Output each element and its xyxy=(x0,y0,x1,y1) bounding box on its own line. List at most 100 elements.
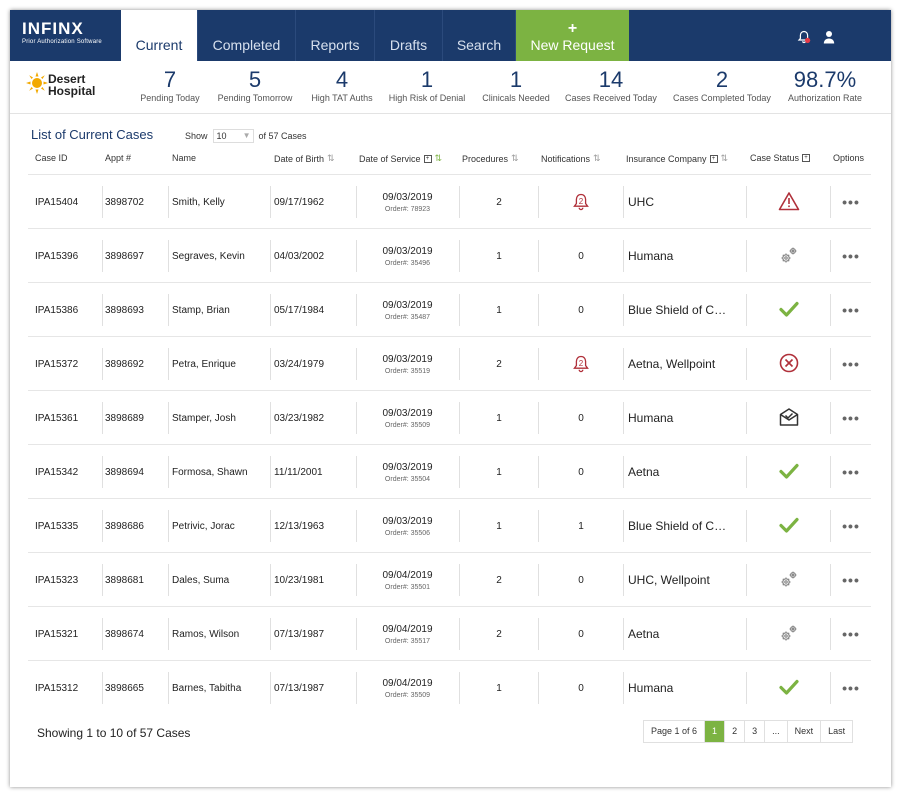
table-row[interactable]: IPA15386 3898693 Stamp, Brian 05/17/1984 09/… xyxy=(28,282,871,337)
case-status-cell[interactable] xyxy=(747,499,830,553)
gears-icon[interactable] xyxy=(778,568,800,593)
options-cell[interactable]: ••• xyxy=(831,445,871,499)
more-dots-icon[interactable]: ••• xyxy=(842,680,860,696)
col-appt[interactable]: Appt # xyxy=(105,153,131,163)
tab-search[interactable]: Search xyxy=(443,10,516,61)
sort-icon[interactable]: ⇅ xyxy=(327,153,335,163)
tab-drafts[interactable]: Drafts xyxy=(375,10,443,61)
sort-icon[interactable]: ⇅ xyxy=(511,153,519,163)
case-status-cell[interactable] xyxy=(747,337,830,391)
case-status-cell[interactable] xyxy=(747,445,830,499)
case-status-cell[interactable] xyxy=(747,553,830,607)
case-id-cell[interactable]: IPA15335 xyxy=(35,520,79,532)
table-row[interactable]: IPA15372 3898692 Petra, Enrique 03/24/1979 0… xyxy=(28,336,871,391)
page-size-select[interactable]: 10 ▼ xyxy=(212,129,254,143)
col-case-status[interactable]: Case Status + xyxy=(750,153,811,163)
mail-check-icon[interactable] xyxy=(778,406,800,431)
new-request-button[interactable]: + New Request xyxy=(516,10,629,61)
tab-completed[interactable]: Completed xyxy=(198,10,296,61)
stat-cases-received-today[interactable]: 14 Cases Received Today xyxy=(563,68,659,104)
last-button[interactable]: Last xyxy=(820,721,852,742)
sort-icon[interactable]: ⇅ xyxy=(720,153,729,163)
col-procedures[interactable]: Procedures ⇅ xyxy=(462,153,519,164)
infinx-logo[interactable]: INFINX Prior Authorization Software xyxy=(22,20,102,46)
bell-notification-icon[interactable]: 2 xyxy=(571,192,591,212)
case-id-cell[interactable]: IPA15321 xyxy=(35,628,79,640)
stat-high-risk-of-denial[interactable]: 1 High Risk of Denial xyxy=(387,68,467,104)
col-notifications[interactable]: Notifications ⇅ xyxy=(541,153,601,164)
table-row[interactable]: IPA15335 3898686 Petrivic, Jorac 12/13/1963… xyxy=(28,498,871,553)
gears-icon[interactable] xyxy=(778,244,800,269)
more-dots-icon[interactable]: ••• xyxy=(842,572,860,588)
case-status-cell[interactable] xyxy=(747,661,830,715)
table-row[interactable]: IPA15361 3898689 Stamper, Josh 03/23/1982 09… xyxy=(28,390,871,445)
case-status-cell[interactable] xyxy=(747,175,830,229)
more-dots-icon[interactable]: ••• xyxy=(842,356,860,372)
page-2-button[interactable]: 2 xyxy=(724,721,744,742)
expand-icon[interactable]: + xyxy=(709,154,718,163)
stat-pending-tomorrow[interactable]: 5 Pending Tomorrow xyxy=(213,68,297,104)
check-icon[interactable] xyxy=(778,677,800,700)
case-status-cell[interactable] xyxy=(747,229,830,283)
col-date-of-birth[interactable]: Date of Birth ⇅ xyxy=(274,153,335,164)
user-icon[interactable] xyxy=(823,30,835,49)
more-dots-icon[interactable]: ••• xyxy=(842,302,860,318)
stat-clinicals-needed[interactable]: 1 Clinicals Needed xyxy=(479,68,553,104)
options-cell[interactable]: ••• xyxy=(831,175,871,229)
case-status-cell[interactable] xyxy=(747,283,830,337)
options-cell[interactable]: ••• xyxy=(831,229,871,283)
more-dots-icon[interactable]: ••• xyxy=(842,194,860,210)
sort-icon[interactable]: ⇅ xyxy=(593,153,601,163)
bell-notification-icon[interactable]: 2 xyxy=(571,354,591,374)
bell-alert-icon[interactable] xyxy=(797,30,811,49)
col-date-of-service[interactable]: Date of Service + ⇅ xyxy=(359,153,442,164)
case-id-cell[interactable]: IPA15342 xyxy=(35,466,79,478)
case-status-cell[interactable] xyxy=(747,391,830,445)
expand-icon[interactable]: + xyxy=(423,154,432,163)
stat-authorization-rate[interactable]: 98.7% Authorization Rate xyxy=(782,68,868,104)
case-id-cell[interactable]: IPA15404 xyxy=(35,196,79,208)
case-id-cell[interactable]: IPA15396 xyxy=(35,250,79,262)
col-case-id[interactable]: Case ID xyxy=(35,153,68,163)
check-icon[interactable] xyxy=(778,515,800,538)
check-icon[interactable] xyxy=(778,299,800,322)
options-cell[interactable]: ••• xyxy=(831,391,871,445)
table-row[interactable]: IPA15321 3898674 Ramos, Wilson 07/13/1987 09… xyxy=(28,606,871,661)
options-cell[interactable]: ••• xyxy=(831,661,871,715)
case-status-cell[interactable] xyxy=(747,607,830,661)
stat-pending-today[interactable]: 7 Pending Today xyxy=(138,68,202,104)
options-cell[interactable]: ••• xyxy=(831,337,871,391)
tab-reports[interactable]: Reports xyxy=(296,10,375,61)
cancel-icon[interactable] xyxy=(778,352,800,377)
table-row[interactable]: IPA15312 3898665 Barnes, Tabitha 07/13/1987… xyxy=(28,660,871,715)
table-row[interactable]: IPA15396 3898697 Segraves, Kevin 04/03/2002… xyxy=(28,228,871,283)
case-id-cell[interactable]: IPA15323 xyxy=(35,574,79,586)
check-icon[interactable] xyxy=(778,461,800,484)
tab-current[interactable]: Current xyxy=(121,10,198,61)
gears-icon[interactable] xyxy=(778,622,800,647)
more-dots-icon[interactable]: ••• xyxy=(842,626,860,642)
case-id-cell[interactable]: IPA15312 xyxy=(35,682,79,694)
table-row[interactable]: IPA15342 3898694 Formosa, Shawn 11/11/2001 0… xyxy=(28,444,871,499)
table-row[interactable]: IPA15404 3898702 Smith, Kelly 09/17/1962 09/… xyxy=(28,174,871,229)
alert-icon[interactable] xyxy=(778,191,800,214)
stat-cases-completed-today[interactable]: 2 Cases Completed Today xyxy=(669,68,775,104)
options-cell[interactable]: ••• xyxy=(831,607,871,661)
more-dots-icon[interactable]: ••• xyxy=(842,248,860,264)
page-3-button[interactable]: 3 xyxy=(744,721,764,742)
options-cell[interactable]: ••• xyxy=(831,553,871,607)
case-id-cell[interactable]: IPA15386 xyxy=(35,304,79,316)
expand-icon[interactable]: + xyxy=(802,154,811,162)
notifications-cell[interactable]: 2 xyxy=(539,175,623,229)
options-cell[interactable]: ••• xyxy=(831,499,871,553)
more-dots-icon[interactable]: ••• xyxy=(842,410,860,426)
options-cell[interactable]: ••• xyxy=(831,283,871,337)
more-dots-icon[interactable]: ••• xyxy=(842,464,860,480)
next-button[interactable]: Next xyxy=(786,721,821,742)
sort-active-icon[interactable]: ⇅ xyxy=(434,153,443,163)
more-dots-icon[interactable]: ••• xyxy=(842,518,860,534)
case-id-cell[interactable]: IPA15361 xyxy=(35,412,79,424)
table-row[interactable]: IPA15323 3898681 Dales, Suma 10/23/1981 09/0… xyxy=(28,552,871,607)
col-name[interactable]: Name xyxy=(172,153,196,163)
stat-high-tat-auths[interactable]: 4 High TAT Auths xyxy=(307,68,377,104)
